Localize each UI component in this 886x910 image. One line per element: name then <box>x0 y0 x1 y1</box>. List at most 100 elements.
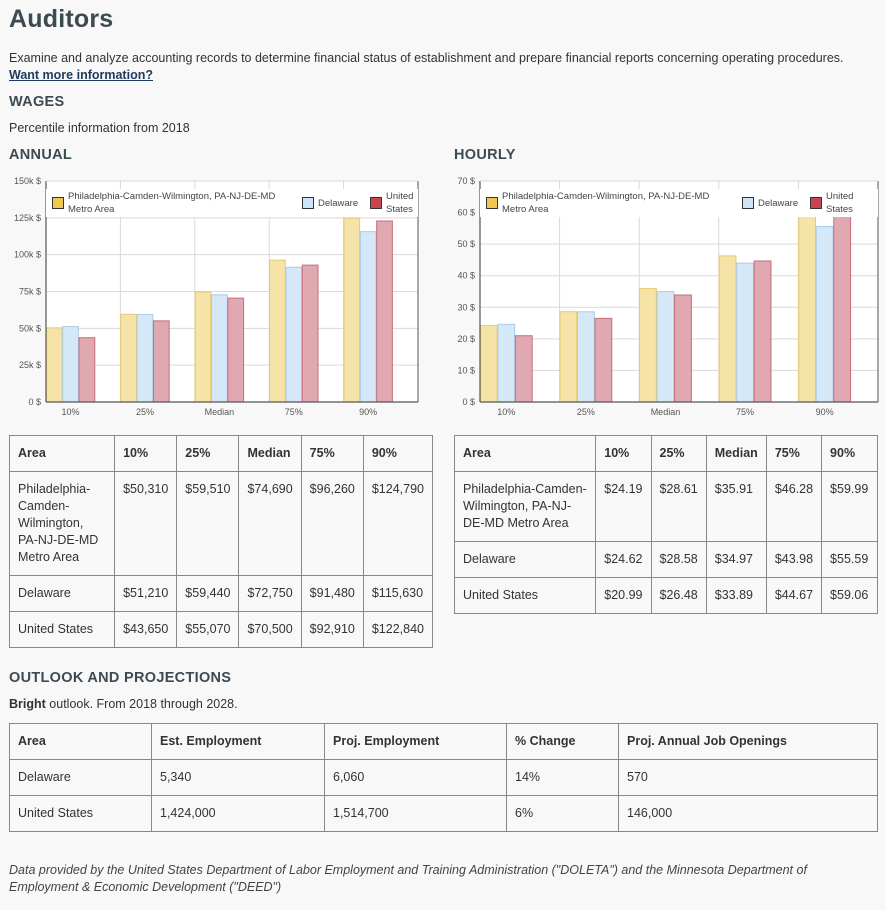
more-info-link[interactable]: Want more information? <box>9 68 153 82</box>
outlook-heading: OUTLOOK AND PROJECTIONS <box>9 670 232 686</box>
wages-subtitle: Percentile information from 2018 <box>9 121 190 135</box>
bar-1 <box>120 313 137 403</box>
cell-value: $92,910 <box>300 611 364 648</box>
table-header-row: Area Est. Employment Proj. Employment % … <box>9 723 878 760</box>
legend-swatch-area2 <box>742 197 754 209</box>
cell-value: $33.89 <box>705 577 767 614</box>
cell-value: 6% <box>506 795 619 832</box>
bar-3 <box>594 317 613 403</box>
cell-value: 5,340 <box>151 759 325 796</box>
col-header-area: Area <box>8 435 116 472</box>
cell-value: $59,440 <box>176 575 240 612</box>
bar-3 <box>152 320 170 403</box>
hourly-wage-chart: 0 $ 10 $ 20 $ 30 $ 40 $ 50 $ 60 $ 70 $ 10% 25% Med… <box>454 172 884 422</box>
cell-value: $59,510 <box>176 471 240 576</box>
cell-area: United States <box>453 577 597 614</box>
legend-item-area1[interactable]: Philadelphia-Camden-Wilmington, PA-NJ-DE… <box>486 189 726 217</box>
bar-2 <box>62 326 79 403</box>
bar-3 <box>833 215 852 403</box>
legend-item-area1[interactable]: Philadelphia-Camden-Wilmington, PA-NJ-DE… <box>52 189 292 217</box>
bar-1 <box>479 325 498 403</box>
cell-area: United States <box>9 795 152 832</box>
outlook-text: outlook. From 2018 through 2028. <box>45 697 238 711</box>
x-tick-label: 90% <box>359 407 377 417</box>
cell-area: Philadelphia-Camden-Wilmington, PA-NJ-DE… <box>8 471 116 576</box>
table-row: Delaware $51,210 $59,440 $72,750 $91,480… <box>8 575 434 612</box>
cell-value: $35.91 <box>705 471 767 542</box>
wages-heading: WAGES <box>9 94 65 110</box>
x-tick-label: 75% <box>285 407 303 417</box>
annual-wage-table: Area 10% 25% Median 75% 90% Philadelphia… <box>8 435 434 648</box>
annual-chart-legend: Philadelphia-Camden-Wilmington, PA-NJ-DE… <box>46 189 418 217</box>
col-header-10: 10% <box>595 435 652 472</box>
cell-area: Delaware <box>8 575 116 612</box>
bar-3 <box>514 335 533 403</box>
legend-swatch-area3 <box>810 197 822 209</box>
y-tick-label: 0 $ <box>28 397 41 407</box>
cell-value: $28.58 <box>650 541 707 578</box>
outlook-table: Area Est. Employment Proj. Employment % … <box>9 723 878 832</box>
bar-1 <box>269 259 286 403</box>
bar-2 <box>497 323 516 403</box>
table-header-row: Area 10% 25% Median 75% 90% <box>8 435 434 472</box>
cell-value: $91,480 <box>300 575 364 612</box>
y-tick-label: 50k $ <box>19 323 41 333</box>
bar-3 <box>376 220 393 403</box>
cell-value: 1,514,700 <box>324 795 507 832</box>
cell-value: $20.99 <box>595 577 652 614</box>
col-header-pct-change: % Change <box>506 723 619 760</box>
col-header-75: 75% <box>765 435 823 472</box>
legend-label-area3: United States <box>826 191 854 215</box>
cell-value: $55,070 <box>176 611 240 648</box>
y-tick-label: 40 $ <box>457 271 475 281</box>
bar-3 <box>674 294 692 403</box>
bar-2 <box>285 266 303 403</box>
cell-value: $74,690 <box>238 471 302 576</box>
bar-2 <box>210 294 228 403</box>
cell-value: $55.59 <box>821 541 878 578</box>
legend-item-area2[interactable]: Delaware <box>742 189 806 217</box>
legend-item-area3[interactable]: United States <box>810 189 862 217</box>
outlook-summary: Bright outlook. From 2018 through 2028. <box>9 697 238 711</box>
bar-3 <box>78 337 96 403</box>
x-tick-label: Median <box>205 407 235 417</box>
table-row: Philadelphia-Camden-Wilmington, PA-NJ-DE… <box>8 471 434 576</box>
annual-heading: ANNUAL <box>9 147 73 163</box>
cell-value: 570 <box>618 759 878 796</box>
legend-label-area1: Philadelphia-Camden-Wilmington, PA-NJ-DE… <box>502 191 710 215</box>
bar-1 <box>798 212 817 403</box>
cell-value: $24.62 <box>595 541 652 578</box>
cell-area: Philadelphia-Camden-Wilmington, PA-NJ-DE… <box>453 471 597 542</box>
bar-2 <box>136 313 154 403</box>
legend-item-area3[interactable]: United States <box>370 189 418 217</box>
cell-value: $24.19 <box>595 471 652 542</box>
cell-area: Delaware <box>453 541 597 578</box>
cell-value: $50,310 <box>114 471 178 576</box>
hourly-heading: HOURLY <box>454 147 516 163</box>
table-row: United States $43,650 $55,070 $70,500 $9… <box>8 611 434 648</box>
y-tick-label: 100k $ <box>14 250 41 260</box>
col-header-75: 75% <box>300 435 364 472</box>
y-tick-label: 75k $ <box>19 287 41 297</box>
hourly-chart-legend: Philadelphia-Camden-Wilmington, PA-NJ-DE… <box>480 189 878 217</box>
cell-value: $51,210 <box>114 575 178 612</box>
table-row: United States 1,424,000 1,514,700 6% 146… <box>9 795 878 832</box>
col-header-median: Median <box>238 435 302 472</box>
bar-1 <box>343 217 361 403</box>
bar-1 <box>45 327 63 403</box>
cell-value: $43.98 <box>765 541 823 578</box>
bar-3 <box>227 297 245 403</box>
col-header-median: Median <box>705 435 767 472</box>
col-header-job-openings: Proj. Annual Job Openings <box>618 723 878 760</box>
col-header-25: 25% <box>176 435 240 472</box>
bar-3 <box>753 260 772 403</box>
cell-area: Delaware <box>9 759 152 796</box>
cell-value: $72,750 <box>238 575 302 612</box>
bar-2 <box>815 225 834 403</box>
col-header-area: Area <box>9 723 152 760</box>
legend-item-area2[interactable]: Delaware <box>302 189 366 217</box>
data-source-note: Data provided by the United States Depar… <box>9 863 807 894</box>
col-header-proj-employment: Proj. Employment <box>324 723 507 760</box>
annual-chart-svg: 0 $ 25k $ 50k $ 75k $ 100k $ 125k $ 150k $ 10% 2… <box>14 176 419 417</box>
y-tick-label: 25k $ <box>19 360 41 370</box>
